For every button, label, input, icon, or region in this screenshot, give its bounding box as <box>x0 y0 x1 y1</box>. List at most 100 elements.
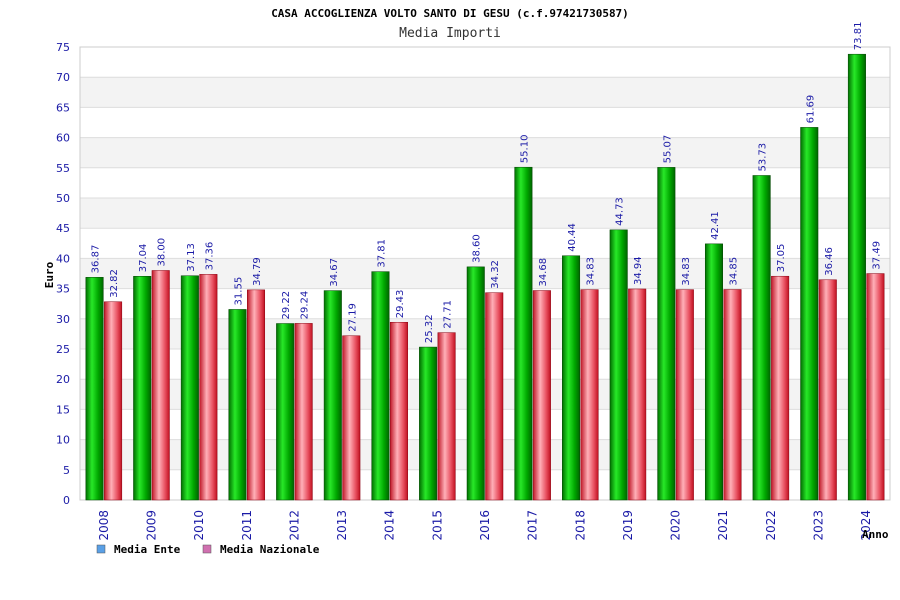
y-tick-label: 30 <box>56 313 70 326</box>
bar-media-nazionale <box>294 323 313 501</box>
legend-label-media-nazionale: Media Nazionale <box>220 543 320 556</box>
x-tick-label: 2024 <box>859 510 873 541</box>
x-tick-label: 2023 <box>812 510 826 541</box>
data-label: 31.55 <box>234 277 245 306</box>
bar-media-ente <box>180 275 199 501</box>
y-tick-label: 65 <box>56 101 70 114</box>
data-label: 34.67 <box>329 258 340 287</box>
legend-label-media-ente: Media Ente <box>114 543 181 556</box>
y-tick-label: 15 <box>56 403 70 416</box>
bar-media-nazionale <box>104 301 123 501</box>
bar-media-ente <box>371 271 390 501</box>
x-tick-label: 2013 <box>335 510 349 541</box>
data-label: 27.71 <box>443 300 454 329</box>
bar-media-ente <box>85 277 104 501</box>
legend-swatch-media-ente <box>96 544 106 554</box>
x-tick-label: 2020 <box>669 510 683 541</box>
data-label: 37.13 <box>186 243 197 272</box>
y-tick-label: 5 <box>63 464 70 477</box>
bars <box>85 53 885 501</box>
bar-media-nazionale <box>199 274 218 501</box>
x-tick-label: 2015 <box>430 510 444 541</box>
bar-media-ente <box>562 255 581 501</box>
data-label: 40.44 <box>567 223 578 252</box>
y-tick-label: 25 <box>56 343 70 356</box>
data-label: 37.36 <box>204 242 215 271</box>
bar-media-ente <box>800 127 819 501</box>
bar-media-nazionale <box>485 292 504 501</box>
y-axis-label: Euro <box>43 261 56 288</box>
data-label: 37.81 <box>376 239 387 268</box>
data-label: 34.94 <box>633 256 644 285</box>
data-label: 36.46 <box>824 247 835 276</box>
bar-media-ente <box>514 166 533 501</box>
x-tick-label: 2010 <box>192 510 206 541</box>
data-label: 27.19 <box>347 303 358 332</box>
data-label: 42.41 <box>710 211 721 240</box>
x-tick-label: 2008 <box>97 510 111 541</box>
x-tick-label: 2016 <box>478 510 492 541</box>
data-label: 37.05 <box>776 244 787 273</box>
legend-swatch-media-nazionale <box>202 544 212 554</box>
data-label: 25.32 <box>424 314 435 343</box>
bar-media-nazionale <box>771 275 790 501</box>
grid-band <box>80 77 890 108</box>
legend: Media Ente Media Nazionale <box>96 543 320 556</box>
bar-media-nazionale <box>580 289 599 501</box>
bar-media-nazionale <box>342 335 361 501</box>
bar-media-ente <box>704 243 723 501</box>
bar-media-nazionale <box>866 273 885 501</box>
x-tick-label: 2021 <box>716 510 730 541</box>
data-label: 34.83 <box>681 257 692 286</box>
plot-frame <box>79 46 891 501</box>
y-tick-label: 70 <box>56 71 70 84</box>
data-label: 34.68 <box>538 258 549 287</box>
grid-band <box>80 137 890 168</box>
data-label: 29.22 <box>281 291 292 320</box>
data-label: 34.32 <box>490 260 501 289</box>
bar-media-nazionale <box>151 270 170 501</box>
x-tick-label: 2018 <box>573 510 587 541</box>
y-tick-label: 75 <box>56 41 70 54</box>
bar-media-nazionale <box>723 289 742 501</box>
data-label: 38.60 <box>472 234 483 263</box>
data-label: 32.82 <box>109 269 120 298</box>
x-tick-label: 2012 <box>287 510 301 541</box>
y-tick-label: 0 <box>63 494 70 507</box>
x-axis-label: Anno <box>862 528 889 541</box>
y-tick-label: 35 <box>56 283 70 296</box>
x-tick-label: 2022 <box>764 510 778 541</box>
bar-media-ente <box>323 290 342 501</box>
data-label: 38.00 <box>157 238 168 267</box>
y-tick-label: 55 <box>56 162 70 175</box>
bar-media-ente <box>752 175 771 501</box>
data-label: 37.04 <box>138 244 149 273</box>
bar-media-ente <box>419 346 438 501</box>
chart-subtitle: Media Importi <box>399 26 501 41</box>
bar-media-nazionale <box>818 279 837 501</box>
data-label: 34.79 <box>252 257 263 286</box>
bar-media-ente <box>609 229 628 501</box>
data-label: 34.85 <box>728 257 739 286</box>
y-tick-label: 50 <box>56 192 70 205</box>
x-tick-label: 2009 <box>144 510 158 541</box>
bar-media-nazionale <box>532 290 551 501</box>
bar-media-nazionale <box>437 332 456 501</box>
y-tick-label: 60 <box>56 132 70 145</box>
bar-media-nazionale <box>628 288 647 501</box>
bar-media-ente <box>276 323 295 501</box>
bar-media-ente <box>133 276 152 501</box>
data-label: 29.24 <box>300 291 311 320</box>
x-tick-label: 2011 <box>240 510 254 541</box>
y-axis-ticks: 0 5 10 15 20 25 30 35 40 45 50 55 60 65 70 75 <box>56 41 70 507</box>
x-axis-ticks: 2008 2009 2010 2011 2012 2013 2014 2015 2016 2017… <box>97 510 873 541</box>
data-label: 61.69 <box>805 95 816 124</box>
data-label: 55.10 <box>519 135 530 164</box>
bar-media-nazionale <box>247 289 266 501</box>
bar-media-ente <box>657 167 676 501</box>
y-tick-label: 10 <box>56 434 70 447</box>
chart-title: CASA ACCOGLIENZA VOLTO SANTO DI GESU (c.… <box>271 7 629 20</box>
data-label: 29.43 <box>395 290 406 319</box>
data-label: 36.87 <box>91 245 102 274</box>
